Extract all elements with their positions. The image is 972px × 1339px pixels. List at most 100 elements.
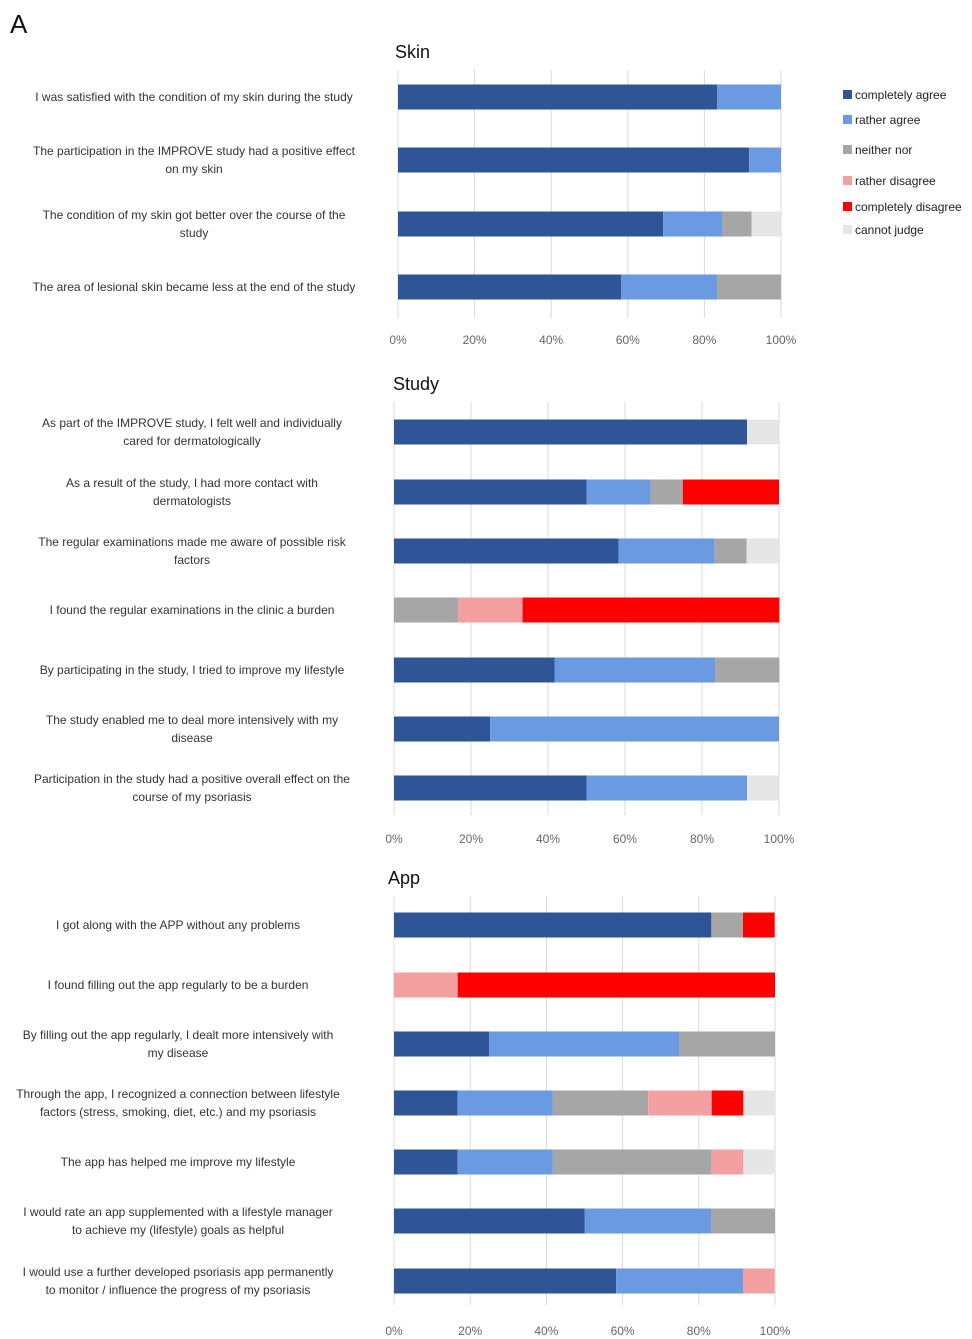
category-label: I would rate an app supplemented with a …: [23, 1205, 333, 1237]
x-tick-label: 80%: [692, 333, 716, 347]
bar-segment-completely-agree: [398, 147, 750, 173]
category-label: The app has helped me improve my lifesty…: [61, 1155, 296, 1169]
chart-title: Study: [393, 374, 439, 394]
bar-segment-neither-nor: [394, 597, 459, 623]
bar-segment-rather-agree: [621, 274, 718, 300]
legend-label-completely-agree: completely agree: [855, 88, 947, 102]
bar-segment-rather-disagree: [711, 1149, 744, 1175]
bar-segment-completely-agree: [394, 1268, 617, 1294]
panel-label: A: [10, 9, 28, 39]
bar-segment-rather-agree: [749, 147, 781, 173]
bar-segment-neither-nor: [711, 1208, 775, 1234]
bar-segment-completely-agree: [398, 211, 664, 237]
bar-segment-completely-disagree: [682, 479, 779, 505]
legend-swatch-cannot-judge: [843, 225, 852, 234]
x-tick-label: 40%: [536, 832, 560, 846]
bar-segment-rather-agree: [554, 657, 716, 683]
legend-label-cannot-judge: cannot judge: [855, 223, 924, 237]
legend-label-rather-agree: rather agree: [855, 113, 921, 127]
bar-segment-neither-nor: [714, 538, 747, 564]
bar-segment-rather-agree: [717, 84, 781, 110]
bar-segment-rather-agree: [457, 1090, 553, 1116]
x-tick-label: 0%: [385, 832, 403, 846]
category-label: The condition of my skin got better over…: [43, 208, 346, 240]
bar-segment-cannot-judge: [746, 538, 779, 564]
bar-segment-neither-nor: [650, 479, 683, 505]
category-label: I found the regular examinations in the …: [50, 603, 335, 617]
bar-segment-cannot-judge: [747, 419, 779, 445]
legend-swatch-rather-agree: [843, 115, 852, 124]
category-label: I would use a further developed psoriasi…: [23, 1265, 334, 1297]
bar-segment-rather-agree: [489, 1031, 680, 1057]
category-label: I was satisfied with the condition of my…: [35, 90, 353, 104]
x-tick-label: 60%: [616, 333, 640, 347]
bar-segment-rather-disagree: [394, 972, 458, 998]
bar-segment-completely-disagree: [457, 972, 775, 998]
category-label: The participation in the IMPROVE study h…: [33, 144, 356, 176]
bar-segment-neither-nor: [715, 657, 780, 683]
x-tick-label: 20%: [458, 1324, 482, 1338]
bar-segment-cannot-judge: [743, 1090, 775, 1116]
category-label: Through the app, I recognized a connecti…: [16, 1087, 340, 1119]
bar-segment-rather-agree: [586, 479, 651, 505]
bar-segment-neither-nor: [552, 1090, 649, 1116]
bar-segment-completely-agree: [394, 775, 587, 801]
bar-segment-neither-nor: [717, 274, 781, 300]
x-tick-label: 0%: [389, 333, 407, 347]
bar-segment-cannot-judge: [751, 211, 781, 237]
category-label: As part of the IMPROVE study, I felt wel…: [42, 416, 342, 448]
bar-segment-rather-agree: [663, 211, 723, 237]
bar-segment-completely-agree: [394, 419, 748, 445]
x-tick-label: 100%: [766, 333, 797, 347]
chart-skin: Skin 0% 20% 40% 60% 80% 100% I was satisfied wi…: [33, 42, 797, 347]
x-tick-label: 0%: [385, 1324, 403, 1338]
chart-title: Skin: [395, 42, 430, 62]
category-label: As a result of the study, I had more con…: [66, 476, 318, 508]
bar-segment-completely-agree: [394, 1031, 490, 1057]
bar-segment-rather-agree: [584, 1208, 712, 1234]
category-label: By filling out the app regularly, I deal…: [23, 1028, 334, 1060]
bar-segment-completely-agree: [394, 538, 619, 564]
bar-segment-cannot-judge: [747, 775, 779, 801]
bar-segment-neither-nor: [722, 211, 752, 237]
x-tick-label: 40%: [534, 1324, 558, 1338]
bar-segment-completely-agree: [394, 1149, 458, 1175]
category-label: Participation in the study had a positiv…: [34, 772, 350, 804]
bar-segment-completely-agree: [394, 1090, 458, 1116]
bar-segment-completely-agree: [398, 274, 622, 300]
bar-segment-rather-agree: [616, 1268, 743, 1294]
category-label: By participating in the study, I tried t…: [40, 663, 345, 677]
chart-app: App 0% 20% 40% 60% 80% 100% I got along with th…: [16, 868, 790, 1338]
legend-swatch-neither-nor: [843, 145, 852, 154]
chart-title: App: [388, 868, 420, 888]
category-label: I found filling out the app regularly to…: [48, 978, 309, 992]
x-tick-label: 20%: [459, 832, 483, 846]
category-label: The regular examinations made me aware o…: [38, 535, 346, 567]
legend-label-neither-nor: neither nor: [855, 143, 912, 157]
bar-segment-rather-disagree: [648, 1090, 712, 1116]
bar-segment-rather-agree: [457, 1149, 553, 1175]
bar-segment-completely-disagree: [742, 912, 775, 938]
legend: completely agree rather agree neither nor r…: [843, 88, 962, 237]
x-tick-label: 40%: [539, 333, 563, 347]
x-tick-label: 80%: [690, 832, 714, 846]
bar-segment-completely-agree: [398, 84, 718, 110]
category-label: I got along with the APP without any pro…: [56, 918, 300, 932]
x-tick-label: 100%: [764, 832, 795, 846]
x-tick-label: 80%: [687, 1324, 711, 1338]
bar-segment-rather-disagree: [458, 597, 523, 623]
legend-label-completely-disagree: completely disagree: [855, 200, 962, 214]
charts: Skin 0% 20% 40% 60% 80% 100% I was satisfied wi…: [16, 42, 796, 1338]
x-tick-label: 60%: [611, 1324, 635, 1338]
bar-segment-neither-nor: [552, 1149, 712, 1175]
legend-swatch-completely-disagree: [843, 202, 852, 211]
bar-segment-rather-agree: [618, 538, 715, 564]
bar-segment-completely-agree: [394, 716, 491, 742]
legend-swatch-completely-agree: [843, 90, 852, 99]
bar-segment-completely-agree: [394, 479, 587, 505]
legend-label-rather-disagree: rather disagree: [855, 174, 936, 188]
bar-segment-completely-disagree: [711, 1090, 744, 1116]
bar-segment-completely-disagree: [522, 597, 780, 623]
chart-study: Study 0% 20% 40% 60% 80% 100% As part of the IM…: [34, 374, 795, 846]
